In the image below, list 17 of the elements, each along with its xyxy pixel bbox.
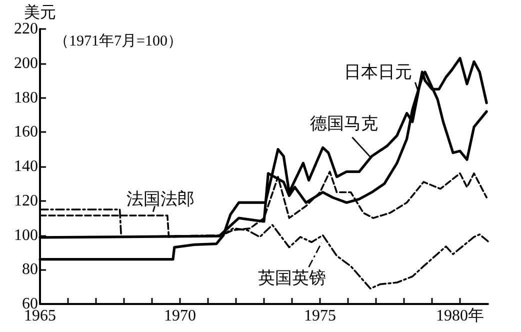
series-label: 德国马克 [310, 114, 378, 134]
series-label: 法国法郎 [126, 190, 194, 209]
x-tick-label: 1975 [304, 308, 336, 324]
y-tick-label: 200 [14, 54, 38, 72]
x-tick-label: 1970 [164, 308, 196, 324]
x-tick-label: 1980年 [436, 308, 484, 324]
y-tick-label: 140 [14, 158, 38, 175]
y-axis-title: 美元 [24, 4, 56, 22]
y-tick-label: 220 [14, 20, 38, 38]
legend-label: 英国英镑 [258, 268, 326, 288]
y-tick-label: 100 [14, 226, 38, 244]
annotation: （1971年7月=100） [54, 32, 182, 50]
series-label: 日本日元 [344, 62, 412, 82]
y-tick-label: 120 [14, 192, 38, 210]
y-tick-label: 160 [14, 124, 38, 141]
y-tick-label: 180 [14, 89, 38, 106]
y-tick-label: 80 [22, 261, 38, 278]
